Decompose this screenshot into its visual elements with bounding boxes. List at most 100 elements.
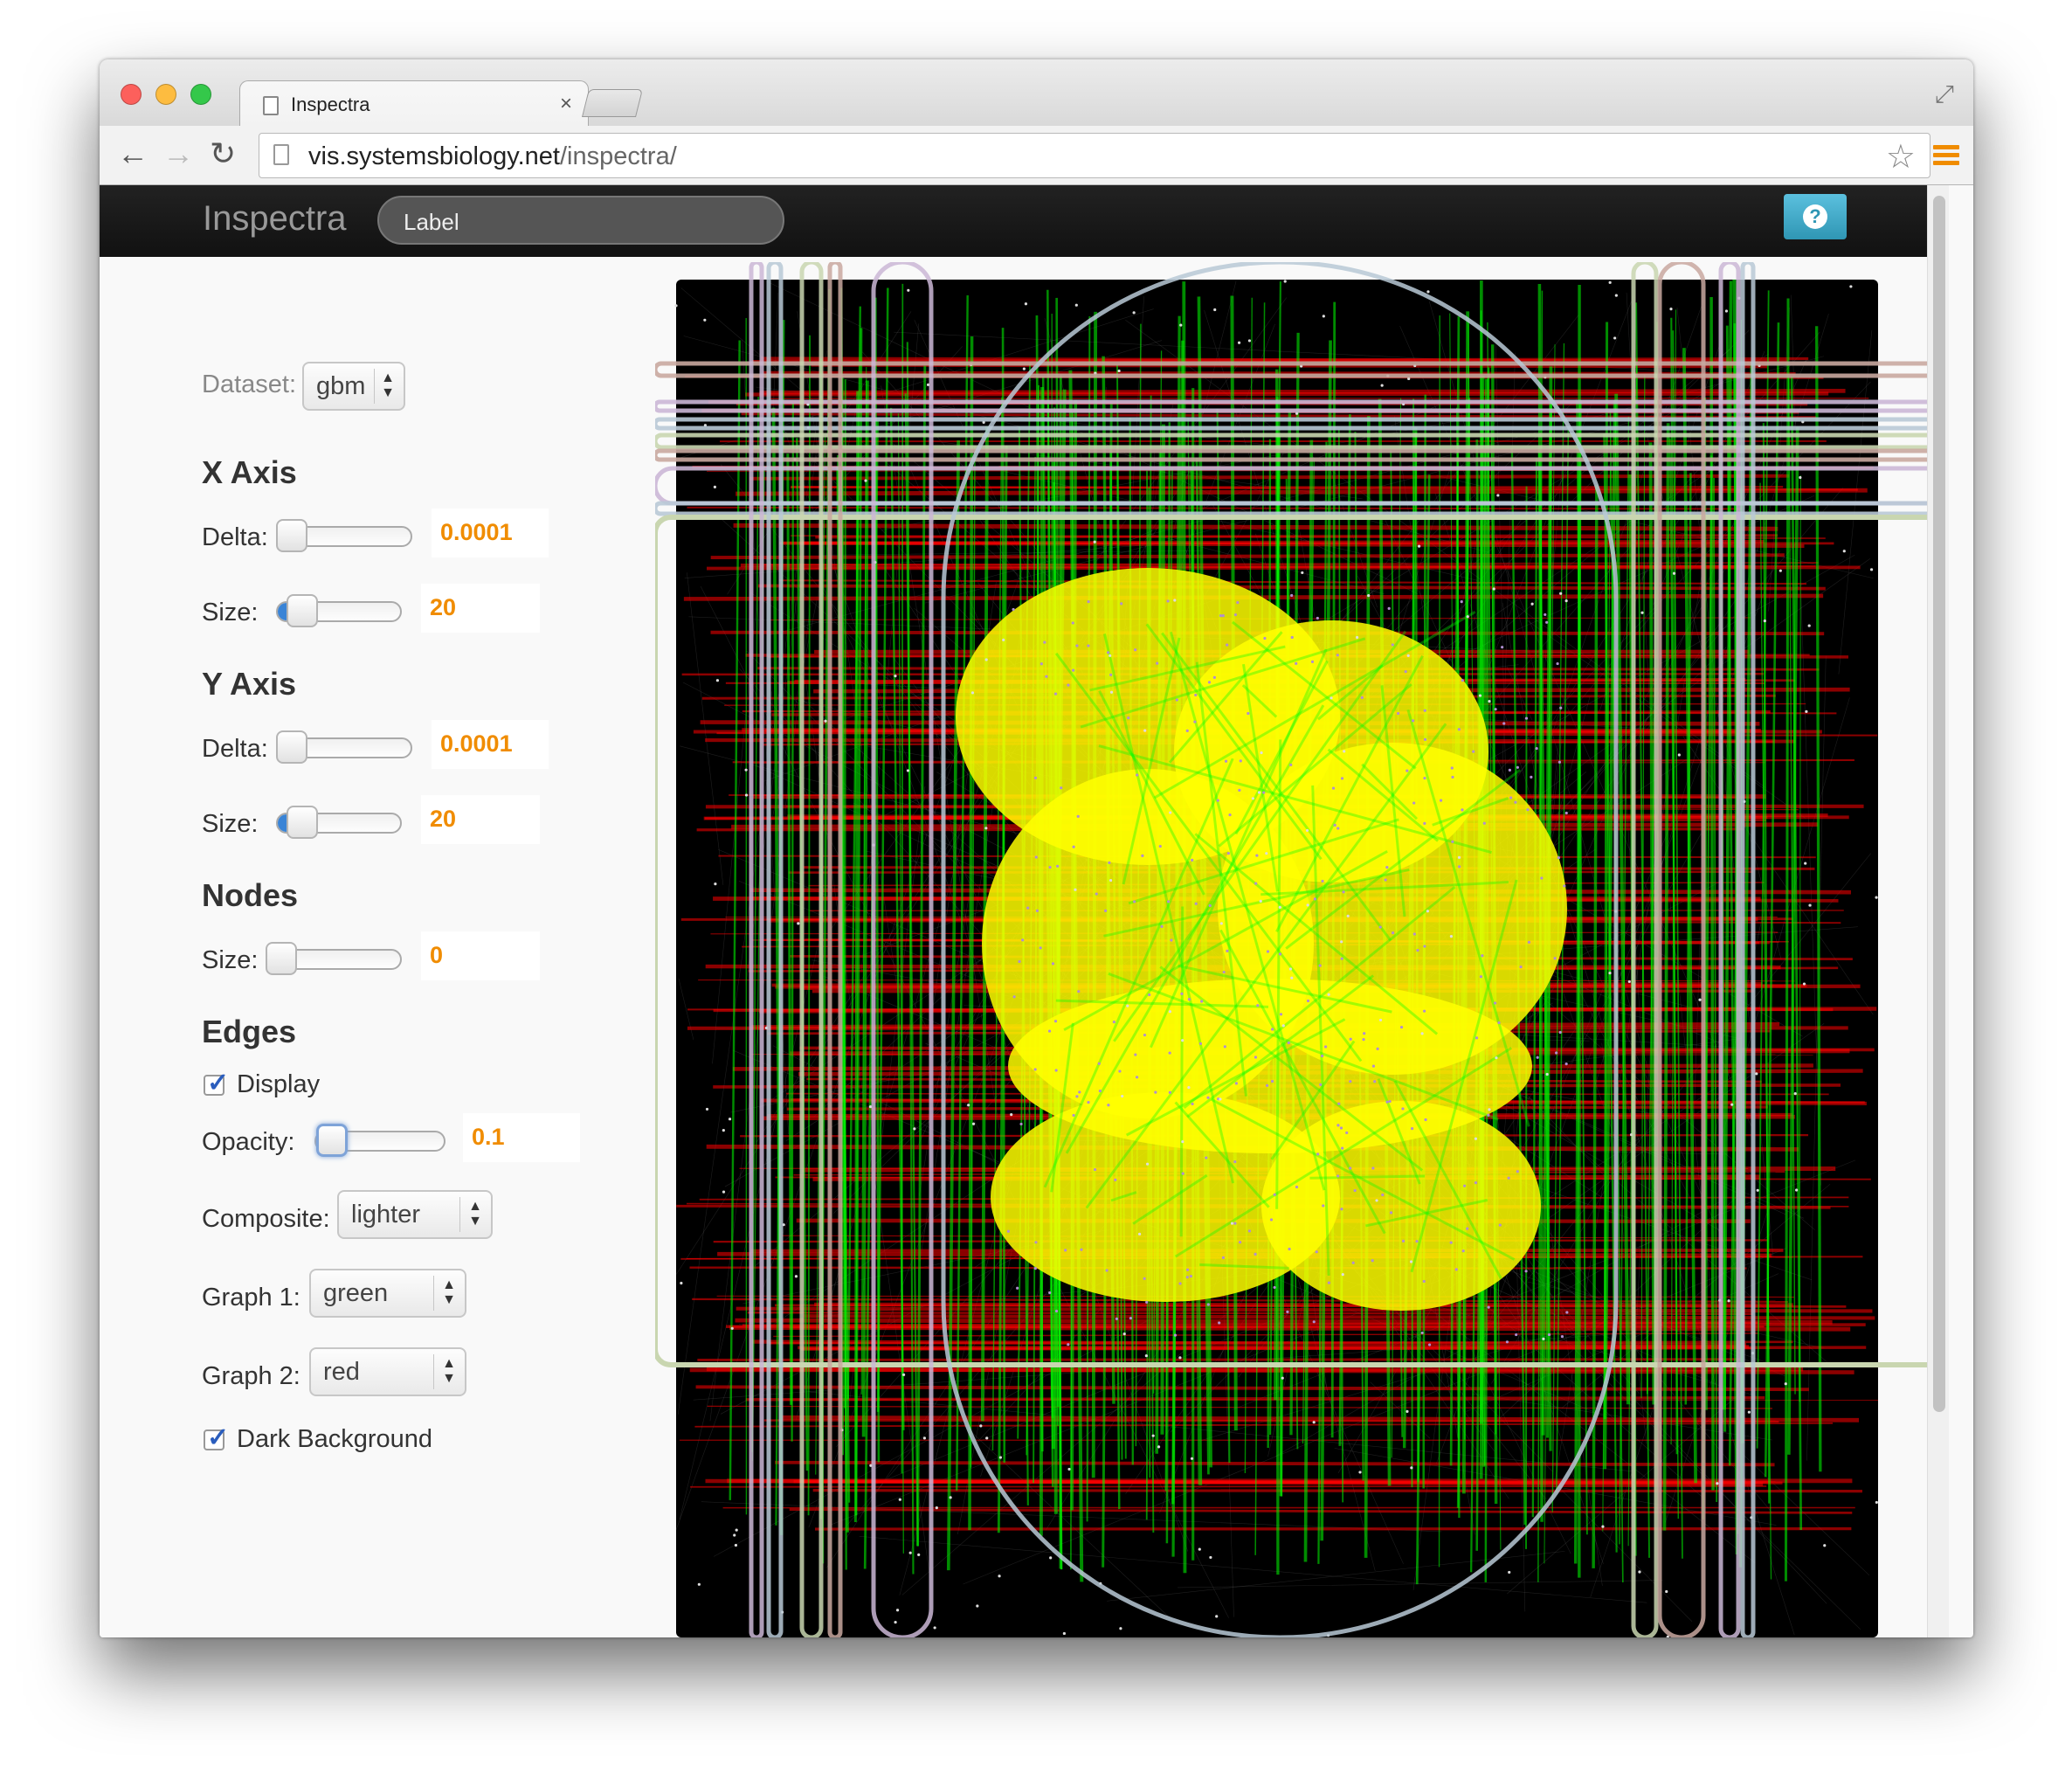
app-brand[interactable]: Inspectra [203,199,347,238]
address-bar[interactable]: vis.systemsbiology.net/inspectra/ ☆ [259,133,1930,178]
slider-knob[interactable] [287,806,318,839]
node-dot [1228,813,1232,817]
node-dot [1564,1063,1568,1066]
node-dot [1381,1193,1385,1197]
node-dot [1547,1332,1551,1337]
node-dot [1331,786,1336,790]
label-search-input[interactable]: Label [377,196,784,245]
cluster-bracket [749,260,764,1637]
y-size-slider[interactable] [276,806,402,839]
dataset-select[interactable]: gbm ▲ ▼ [302,362,405,411]
graph1-edge [1260,881,1509,896]
network-visualization[interactable] [653,260,1949,1637]
node-dot [1115,1317,1119,1320]
dark-background-checkbox[interactable]: ✓ [204,1423,229,1452]
node-dot [1166,599,1170,603]
node-dot [1493,1001,1497,1005]
opacity-value: 0.1 [463,1113,580,1162]
new-tab-button[interactable] [582,89,643,117]
node-dot [1133,900,1136,903]
node-dot [1559,592,1563,595]
y-delta-slider[interactable] [276,730,412,764]
node-dot [1613,336,1617,340]
graph2-edge [695,1385,1809,1392]
node-dot [1353,1188,1357,1193]
fullscreen-icon[interactable]: ⤢ [1934,80,1954,107]
page-scrollbar[interactable] [1927,185,1949,1637]
node-dot [1263,636,1267,640]
display-checkbox[interactable]: ✓ [204,1069,229,1097]
graph1-edge [1365,1199,1488,1228]
node-dot [733,1533,736,1537]
node-dot [1221,614,1225,618]
nodes-size-slider[interactable] [266,942,402,975]
graph1-select[interactable]: green ▲ ▼ [309,1269,466,1318]
node-dot [735,1528,738,1532]
graph2-edge [747,1312,1753,1315]
node-dot [1519,966,1523,969]
tab-close-icon[interactable]: × [559,92,572,115]
node-dot [1564,599,1568,603]
back-arrow-icon[interactable]: ← [117,135,148,171]
node-dot [722,1129,725,1132]
star-icon[interactable]: ☆ [1885,139,1916,176]
node-dot [1051,962,1055,966]
node-dot [1391,931,1395,935]
node-dot [1312,1421,1316,1424]
node-dot [1200,1000,1204,1003]
node-dot [1665,1589,1668,1594]
opacity-slider[interactable] [314,1124,445,1157]
zoom-window-button[interactable] [190,84,211,105]
node-dot [1230,1222,1234,1225]
graph2-select[interactable]: red ▲ ▼ [309,1347,466,1396]
help-button[interactable]: ? [1784,194,1847,239]
node-dot [1508,768,1511,772]
node-dot [1823,1544,1827,1547]
graph1-edge [1592,485,1599,1568]
slider-knob[interactable] [266,942,297,975]
reload-icon[interactable]: ↻ [210,135,237,171]
node-dot [1053,1020,1058,1023]
node-dot [1087,644,1090,647]
node-dot [1224,759,1228,763]
graph1-edge [807,335,811,1516]
node-dot [1012,607,1015,612]
node-dot [1340,940,1343,944]
node-dot [1222,970,1226,974]
graph1-edge [1309,1174,1426,1180]
minimize-window-button[interactable] [155,84,176,105]
node-dot [1170,938,1173,942]
hamburger-menu-icon[interactable] [1933,145,1959,166]
composite-select[interactable]: lighter ▲ ▼ [337,1190,493,1239]
node-dot [1283,280,1287,283]
node-dot [1527,940,1531,944]
node-dot [926,383,930,386]
node-dot [1524,716,1529,720]
node-dot [1875,896,1878,899]
node-dot [1189,1274,1192,1278]
graph1-edge [1199,1263,1289,1270]
node-dot [1255,854,1259,857]
graph1-edge [1787,426,1799,1455]
node-dot [1006,1229,1011,1233]
edge-matrix-canvas[interactable] [653,260,1949,1637]
x-delta-slider[interactable] [276,519,412,552]
node-dot [1158,844,1162,848]
node-dot [1487,1305,1490,1309]
graph1-edge [1178,964,1392,1014]
slider-knob[interactable] [276,519,307,552]
graph1-edge [1183,885,1456,1109]
scrollbar-thumb[interactable] [1933,196,1945,1412]
node-dot [1087,599,1090,604]
x-size-slider[interactable] [276,594,402,627]
node-dot [1168,1010,1172,1014]
graph1-edge [1122,637,1181,885]
node-dot [1842,550,1846,553]
tab-inspectra[interactable]: Inspectra × [239,80,589,128]
close-window-button[interactable] [121,84,142,105]
node-dot [1319,1083,1323,1086]
slider-knob[interactable] [276,730,307,764]
slider-knob[interactable] [287,594,318,627]
slider-knob[interactable] [316,1124,348,1157]
forward-arrow-icon[interactable]: → [162,135,194,171]
